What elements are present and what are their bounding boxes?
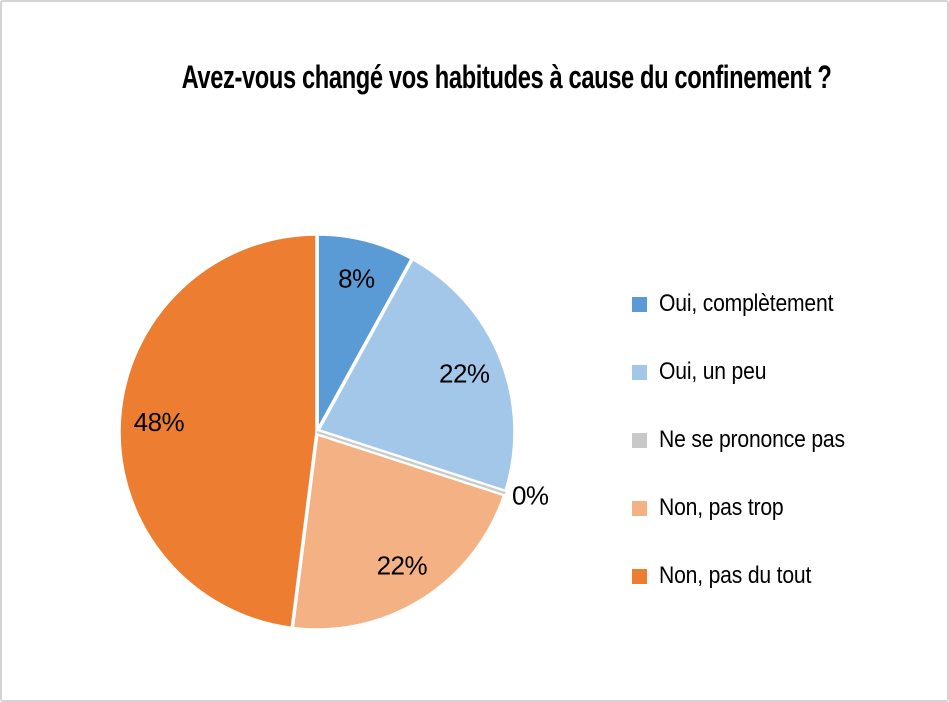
slice-label-3: 22% xyxy=(377,551,428,581)
pie-slice-1 xyxy=(315,256,517,495)
legend-item-non-pas-du-tout: Non, pas du tout xyxy=(632,561,870,591)
legend: Oui, complètement Oui, un peu Ne se pron… xyxy=(632,289,870,591)
pie-slice-4 xyxy=(117,232,319,631)
slice-label-1: 22% xyxy=(439,359,490,389)
legend-label: Non, pas trop xyxy=(659,494,784,521)
chart-title: Avez-vous changé vos habitudes à cause d… xyxy=(181,59,832,95)
legend-label: Non, pas du tout xyxy=(659,562,812,589)
slice-label-4: 48% xyxy=(134,407,185,437)
slice-label-0: 8% xyxy=(338,264,375,294)
legend-swatch xyxy=(632,364,647,380)
pie-slice-0 xyxy=(315,232,415,434)
legend-swatch xyxy=(632,568,647,584)
legend-item-non-pas-trop: Non, pas trop xyxy=(632,493,870,523)
pie-slice-2 xyxy=(316,430,506,495)
legend-swatch xyxy=(632,500,647,516)
legend-item-oui-completement: Oui, complètement xyxy=(632,289,870,319)
legend-item-oui-un-peu: Oui, un peu xyxy=(632,357,870,387)
legend-label: Ne se prononce pas xyxy=(659,426,845,453)
legend-label: Oui, un peu xyxy=(659,358,767,385)
legend-item-ne-se-prononce-pas: Ne se prononce pas xyxy=(632,425,870,455)
legend-swatch xyxy=(632,432,647,448)
slice-label-2: 0% xyxy=(512,480,549,510)
legend-label: Oui, complètement xyxy=(659,290,834,317)
pie-slice-3 xyxy=(290,430,508,632)
legend-swatch xyxy=(632,296,647,312)
